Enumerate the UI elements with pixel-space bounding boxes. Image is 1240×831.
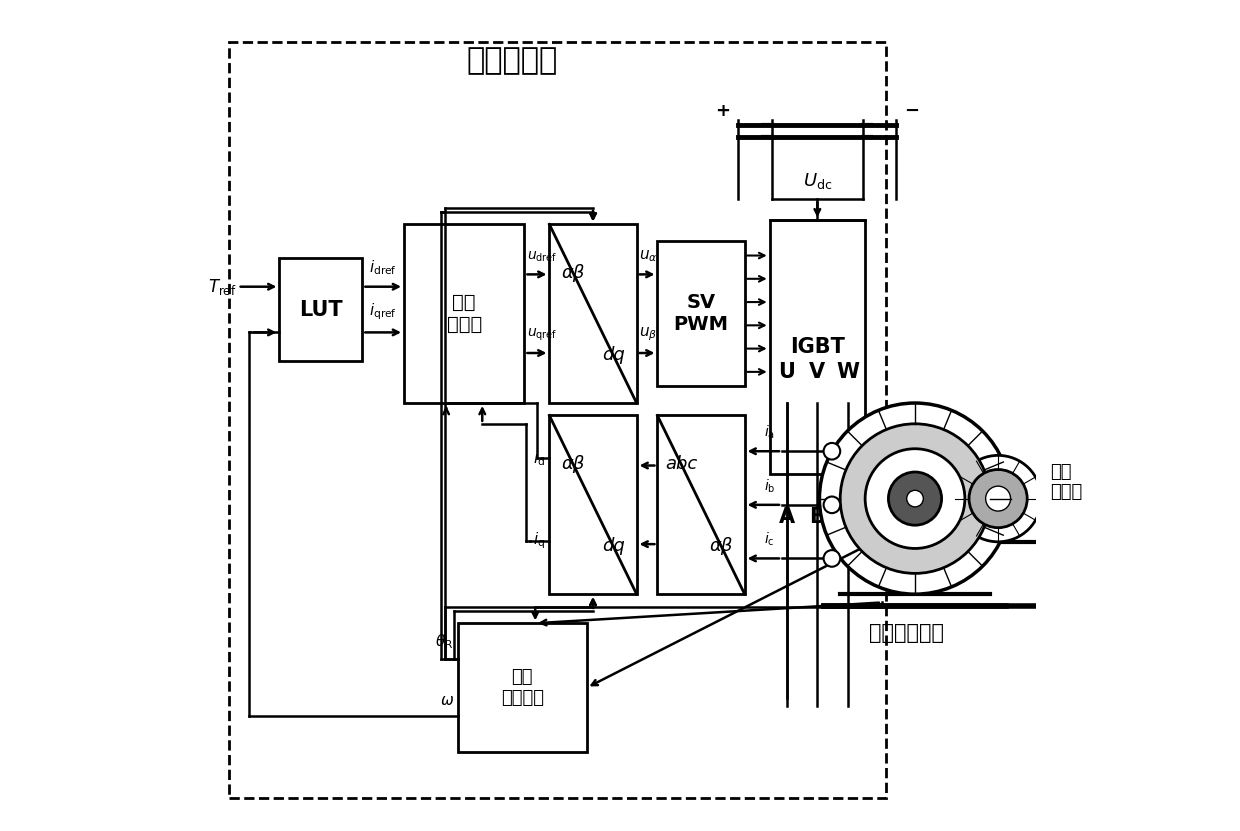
Text: $\omega$: $\omega$ xyxy=(440,693,454,708)
Text: $i_{\rm b}$: $i_{\rm b}$ xyxy=(764,478,775,494)
Text: $i_{\rm dref}$: $i_{\rm dref}$ xyxy=(370,258,397,277)
Text: 永磁同步电机: 永磁同步电机 xyxy=(869,623,944,643)
Circle shape xyxy=(841,424,990,573)
Circle shape xyxy=(823,443,841,460)
Circle shape xyxy=(823,497,841,514)
Text: dq: dq xyxy=(601,346,625,364)
Text: $u_{\rm qref}$: $u_{\rm qref}$ xyxy=(527,327,558,343)
Text: 旋转
变压器: 旋转 变压器 xyxy=(1049,463,1081,501)
Text: $u_{\beta}$: $u_{\beta}$ xyxy=(639,326,657,343)
Text: $i_{\rm q}$: $i_{\rm q}$ xyxy=(533,530,546,551)
Text: $U_{\rm dc}$: $U_{\rm dc}$ xyxy=(802,171,832,191)
Text: $u_{\rm dref}$: $u_{\rm dref}$ xyxy=(527,250,558,264)
Text: αβ: αβ xyxy=(709,537,733,555)
Bar xyxy=(657,416,745,594)
Text: $i_{\rm d}$: $i_{\rm d}$ xyxy=(533,449,546,468)
Text: $i_{\rm a}$: $i_{\rm a}$ xyxy=(764,424,775,441)
Text: $i_{\rm c}$: $i_{\rm c}$ xyxy=(764,531,775,548)
Bar xyxy=(279,258,362,361)
Text: IGBT: IGBT xyxy=(790,337,844,357)
Bar xyxy=(458,623,587,752)
Bar xyxy=(229,42,885,798)
Circle shape xyxy=(968,470,1027,528)
Text: $i_{\rm qref}$: $i_{\rm qref}$ xyxy=(370,302,397,322)
Text: +: + xyxy=(715,102,730,120)
Circle shape xyxy=(866,449,965,548)
Text: αβ: αβ xyxy=(562,455,584,473)
Text: B: B xyxy=(810,507,826,527)
Text: abc: abc xyxy=(665,455,697,473)
Circle shape xyxy=(906,490,924,507)
Bar xyxy=(549,416,636,594)
Text: $\theta_{\rm R}$: $\theta_{\rm R}$ xyxy=(435,632,454,651)
Bar xyxy=(770,220,866,474)
Circle shape xyxy=(955,455,1042,542)
Text: SV
PWM: SV PWM xyxy=(673,293,729,334)
Circle shape xyxy=(823,550,841,567)
Text: LUT: LUT xyxy=(299,299,342,320)
Text: 电机控制器: 电机控制器 xyxy=(466,46,558,75)
Bar xyxy=(657,241,745,386)
Text: $T_{\rm ref}$: $T_{\rm ref}$ xyxy=(207,277,236,297)
Bar xyxy=(404,224,525,403)
Bar xyxy=(549,224,636,403)
Text: W: W xyxy=(837,362,859,382)
Text: V: V xyxy=(810,362,826,382)
Text: C: C xyxy=(841,507,856,527)
Text: αβ: αβ xyxy=(562,263,584,282)
Text: A: A xyxy=(779,507,795,527)
Circle shape xyxy=(986,486,1011,511)
Text: $u_{\alpha}$: $u_{\alpha}$ xyxy=(639,248,657,264)
Circle shape xyxy=(888,472,941,525)
Text: dq: dq xyxy=(601,537,625,555)
Text: 电流
控制器: 电流 控制器 xyxy=(446,293,482,334)
Text: 旋变
解码电路: 旋变 解码电路 xyxy=(501,668,544,707)
Text: U: U xyxy=(779,362,795,382)
Circle shape xyxy=(820,403,1011,594)
Text: −: − xyxy=(905,102,920,120)
